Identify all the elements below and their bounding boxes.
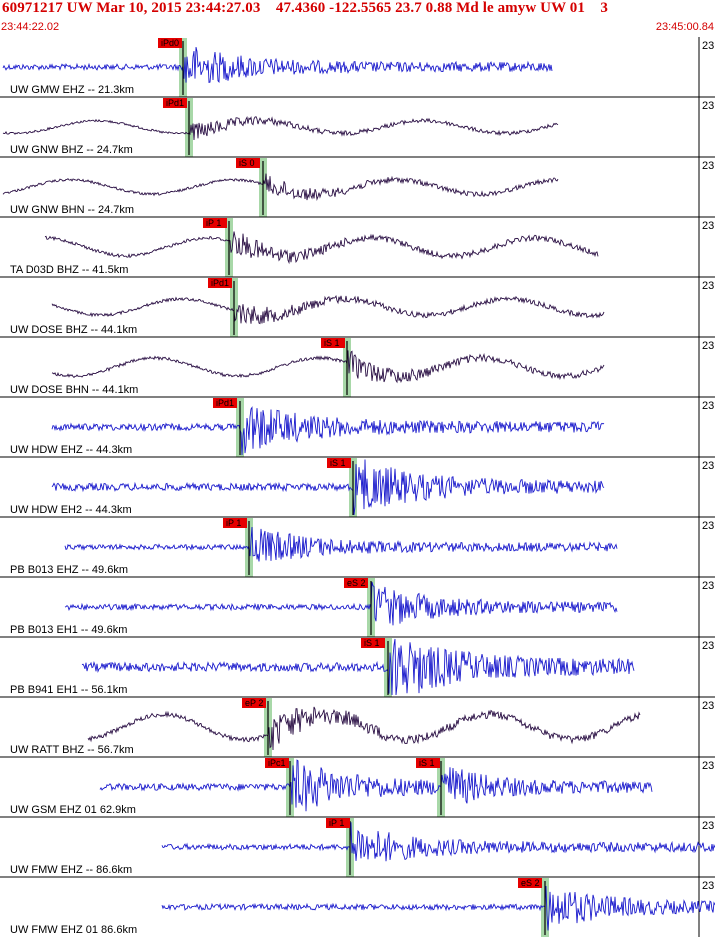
window-start-time: 23:44:22.02 <box>1 21 60 33</box>
pick-label-text: iPd0 <box>161 38 179 48</box>
pick-label-text: eP 2 <box>245 698 263 708</box>
pick-label-text: iPd1 <box>216 398 234 408</box>
row-right-number: 23 <box>702 100 714 112</box>
pick-label-box[interactable] <box>158 38 182 48</box>
pick-label-box[interactable] <box>265 758 289 768</box>
trace-row[interactable]: eP 2 UW RATT BHZ -- 56.7km 23 <box>0 696 715 757</box>
waveform-trace <box>161 822 715 862</box>
pick-label-text: iS 1 <box>364 638 380 648</box>
pick-label-text: eS 2 <box>347 578 366 588</box>
station-label: UW GNW BHN -- 24.7km <box>10 204 134 216</box>
pick-label-box[interactable] <box>223 518 247 528</box>
station-label: UW GNW BHZ -- 24.7km <box>10 144 133 156</box>
station-label: UW DOSE BHN -- 44.1km <box>10 384 138 396</box>
row-right-number: 23 <box>702 400 714 412</box>
waveform-trace <box>51 406 605 456</box>
row-right-number: 23 <box>702 220 714 232</box>
station-label: UW GSM EHZ 01 62.9km <box>10 804 136 816</box>
trace-row[interactable]: iS 1 PB B941 EH1 -- 56.1km 23 <box>0 636 715 697</box>
pick-label-box[interactable] <box>203 218 227 228</box>
station-label: UW GMW EHZ -- 21.3km <box>10 84 134 96</box>
waveform-trace <box>51 350 605 384</box>
trace-row[interactable]: iP 1 TA D03D BHZ -- 41.5km 23 <box>0 216 715 277</box>
station-label: UW FMW EHZ 01 86.6km <box>10 924 137 936</box>
event-header-title: 60971217 UW Mar 10, 2015 23:44:27.03 47.… <box>2 0 608 16</box>
pick-label-text: iP 1 <box>206 218 221 228</box>
station-label: PB B013 EH1 -- 49.6km <box>10 624 127 636</box>
station-label: UW RATT BHZ -- 56.7km <box>10 744 134 756</box>
pick-label-box[interactable] <box>327 458 351 468</box>
pick-label-text: iS 0 <box>239 158 255 168</box>
station-label: UW DOSE BHZ -- 44.1km <box>10 324 137 336</box>
waveform-trace <box>64 526 618 562</box>
station-label: UW HDW EHZ -- 44.3km <box>10 444 132 456</box>
row-right-number: 23 <box>702 340 714 352</box>
pick-label-text: iPd1 <box>211 278 229 288</box>
trace-row[interactable]: iPd1 UW HDW EHZ -- 44.3km 23 <box>0 396 715 457</box>
trace-row[interactable]: iS 1 UW HDW EH2 -- 44.3km 23 <box>0 456 715 517</box>
pick-label-text: iP 1 <box>226 518 241 528</box>
row-right-number: 23 <box>702 520 714 532</box>
pick-label-text: iS 1 <box>330 458 346 468</box>
waveform-trace <box>51 459 605 516</box>
waveform-trace <box>99 759 653 812</box>
row-right-number: 23 <box>702 820 714 832</box>
trace-row[interactable]: iPc1 iS 1 UW GSM EHZ 01 62.9km 23 <box>0 756 715 817</box>
station-label: PB B013 EHZ -- 49.6km <box>10 564 128 576</box>
pick-label-box[interactable] <box>213 398 237 408</box>
waveform-trace <box>81 638 635 696</box>
row-right-number: 23 <box>702 640 714 652</box>
trace-row[interactable]: eS 2 UW FMW EHZ 01 86.6km 23 <box>0 876 715 937</box>
pick-label-box[interactable] <box>416 758 440 768</box>
station-label: UW FMW EHZ -- 86.6km <box>10 864 132 876</box>
row-right-number: 23 <box>702 460 714 472</box>
trace-row[interactable]: eS 2 PB B013 EH1 -- 49.6km 23 <box>0 576 715 637</box>
pick-label-box[interactable] <box>208 278 232 288</box>
trace-row[interactable]: iP 1 PB B013 EHZ -- 49.6km 23 <box>0 516 715 577</box>
station-label: PB B941 EH1 -- 56.1km <box>10 684 127 696</box>
pick-label-text: iS 1 <box>419 758 435 768</box>
trace-row[interactable]: iP 1 UW FMW EHZ -- 86.6km 23 <box>0 816 715 877</box>
pick-label-box[interactable] <box>321 338 345 348</box>
pick-label-box[interactable] <box>518 878 542 888</box>
trace-row[interactable]: iS 0 UW GNW BHN -- 24.7km 23 <box>0 156 715 217</box>
pick-label-box[interactable] <box>326 818 350 828</box>
row-right-number: 23 <box>702 760 714 772</box>
pick-label-text: eS 2 <box>521 878 540 888</box>
row-right-number: 23 <box>702 700 714 712</box>
waveform-trace <box>87 706 641 751</box>
station-label: UW HDW EH2 -- 44.3km <box>10 504 132 516</box>
pick-label-box[interactable] <box>236 158 260 168</box>
waveform-trace <box>64 581 618 626</box>
pick-label-text: iPd1 <box>166 98 184 108</box>
pick-label-text: iPc1 <box>268 758 286 768</box>
row-right-number: 23 <box>702 280 714 292</box>
pick-label-box[interactable] <box>242 698 266 708</box>
pick-label-box[interactable] <box>163 98 187 108</box>
row-right-number: 23 <box>702 580 714 592</box>
pick-label-box[interactable] <box>344 578 368 588</box>
waveform-trace <box>2 116 559 141</box>
pick-label-box[interactable] <box>361 638 385 648</box>
waveform-trace <box>2 47 553 84</box>
trace-row[interactable]: iPd0 UW GMW EHZ -- 21.3km 23 <box>2 37 714 97</box>
waveform-trace <box>2 173 559 201</box>
station-label: TA D03D BHZ -- 41.5km <box>10 264 128 276</box>
row-right-number: 23 <box>702 160 714 172</box>
pick-label-text: iS 1 <box>324 338 340 348</box>
waveform-trace <box>44 231 599 265</box>
seismogram-panel[interactable]: iPd0 UW GMW EHZ -- 21.3km 23 iPd1 UW GNW BHZ… <box>0 37 715 938</box>
waveform-trace <box>161 885 715 931</box>
pick-label-text: iP 1 <box>329 818 344 828</box>
trace-row[interactable]: iPd1 UW GNW BHZ -- 24.7km 23 <box>0 96 715 157</box>
trace-row[interactable]: iPd1 UW DOSE BHZ -- 44.1km 23 <box>0 276 715 337</box>
window-end-time: 23:45:00.84 <box>655 21 714 33</box>
row-right-number: 23 <box>702 880 714 892</box>
waveform-trace <box>51 294 605 325</box>
trace-row[interactable]: iS 1 UW DOSE BHN -- 44.1km 23 <box>0 336 715 397</box>
row-right-number: 23 <box>702 40 714 52</box>
